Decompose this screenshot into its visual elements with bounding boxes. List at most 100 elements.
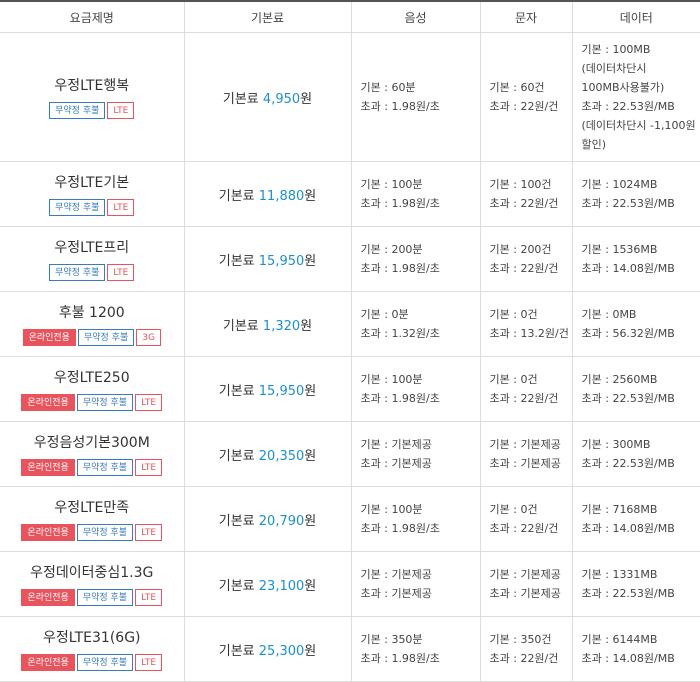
online-only-badge: 온라인전용 xyxy=(21,524,74,541)
voice-line: 기본 : 기본제공 xyxy=(361,435,480,454)
online-only-badge: 온라인전용 xyxy=(21,589,74,606)
currency-suffix: 원 xyxy=(304,644,316,659)
base-fee-label: 기본료 xyxy=(219,449,255,464)
base-fee-amount: 15,950 xyxy=(259,384,305,399)
plan-name[interactable]: 우정음성기본300M xyxy=(0,432,184,452)
currency-suffix: 원 xyxy=(300,92,312,107)
network-type-badge: LTE xyxy=(107,199,134,216)
data-line: 기본 : 0MB xyxy=(582,305,700,324)
data-line: 초과 : 22.53원/MB xyxy=(582,454,700,473)
sms-line: 초과 : 22원/건 xyxy=(490,649,572,668)
base-fee-cell: 기본료 23,100원 xyxy=(184,552,351,617)
network-type-badge: LTE xyxy=(135,524,162,541)
voice-line: 기본 : 200분 xyxy=(361,240,480,259)
voice-line: 초과 : 1.32원/초 xyxy=(361,324,480,343)
plan-name[interactable]: 우정데이터중심1.3G xyxy=(0,562,184,582)
online-only-badge: 온라인전용 xyxy=(23,329,76,346)
no-contract-postpaid-badge: 무약정 후불 xyxy=(77,654,133,671)
currency-suffix: 원 xyxy=(304,384,316,399)
plan-name[interactable]: 우정LTE프리 xyxy=(0,237,184,257)
voice-line: 초과 : 기본제공 xyxy=(361,584,480,603)
no-contract-postpaid-badge: 무약정 후불 xyxy=(77,394,133,411)
base-fee-cell: 기본료 15,950원 xyxy=(184,227,351,292)
data-line: 기본 : 1024MB xyxy=(582,175,700,194)
currency-suffix: 원 xyxy=(304,449,316,464)
currency-suffix: 원 xyxy=(300,319,312,334)
base-fee-cell: 기본료 1,320원 xyxy=(184,292,351,357)
sms-line: 기본 : 기본제공 xyxy=(490,435,572,454)
base-fee-amount: 11,880 xyxy=(259,189,305,204)
network-type-badge: LTE xyxy=(135,394,162,411)
data-line: 초과 : 22.53원/MB xyxy=(582,97,700,116)
no-contract-postpaid-badge: 무약정 후불 xyxy=(78,329,134,346)
data-line: 초과 : 56.32원/MB xyxy=(582,324,700,343)
plan-name[interactable]: 우정LTE250 xyxy=(0,367,184,387)
base-fee-label: 기본료 xyxy=(219,644,255,659)
sms-line: 초과 : 13.2원/건 xyxy=(490,324,572,343)
network-type-badge: LTE xyxy=(135,589,162,606)
online-only-badge: 온라인전용 xyxy=(21,459,74,476)
voice-line: 기본 : 100분 xyxy=(361,175,480,194)
base-fee-label: 기본료 xyxy=(219,514,255,529)
sms-line: 기본 : 60건 xyxy=(490,78,572,97)
plan-name[interactable]: 후불 1200 xyxy=(0,302,184,322)
data-line: 기본 : 300MB xyxy=(582,435,700,454)
plan-name[interactable]: 우정LTE행복 xyxy=(0,75,184,95)
base-fee-amount: 15,950 xyxy=(259,254,305,269)
data-line: 기본 : 7168MB xyxy=(582,500,700,519)
currency-suffix: 원 xyxy=(304,189,316,204)
network-type-badge: LTE xyxy=(135,654,162,671)
data-line: (데이터차단시 -1,100원 xyxy=(582,116,700,135)
plan-name[interactable]: 우정LTE만족 xyxy=(0,497,184,517)
voice-line: 기본 : 100분 xyxy=(361,500,480,519)
voice-line: 초과 : 1.98원/초 xyxy=(361,519,480,538)
no-contract-postpaid-badge: 무약정 후불 xyxy=(49,199,105,216)
base-fee-label: 기본료 xyxy=(223,92,259,107)
base-fee-label: 기본료 xyxy=(219,579,255,594)
sms-line: 기본 : 기본제공 xyxy=(490,565,572,584)
voice-line: 초과 : 1.98원/초 xyxy=(361,97,480,116)
sms-line: 기본 : 200건 xyxy=(490,240,572,259)
plan-name[interactable]: 우정LTE기본 xyxy=(0,172,184,192)
data-line: 기본 : 6144MB xyxy=(582,630,700,649)
data-line: 초과 : 22.53원/MB xyxy=(582,584,700,603)
sms-line: 초과 : 기본제공 xyxy=(490,454,572,473)
plan-name[interactable]: 우정LTE31(6G) xyxy=(0,627,184,647)
data-line: 초과 : 22.53원/MB xyxy=(582,194,700,213)
data-line: 기본 : 2560MB xyxy=(582,370,700,389)
voice-line: 기본 : 60분 xyxy=(361,78,480,97)
data-line: 초과 : 14.08원/MB xyxy=(582,649,700,668)
base-fee-label: 기본료 xyxy=(219,254,255,269)
header-sms: 문자 xyxy=(480,1,572,33)
base-fee-cell: 기본료 11,880원 xyxy=(184,162,351,227)
currency-suffix: 원 xyxy=(304,579,316,594)
data-line: 기본 : 100MB xyxy=(582,40,700,59)
